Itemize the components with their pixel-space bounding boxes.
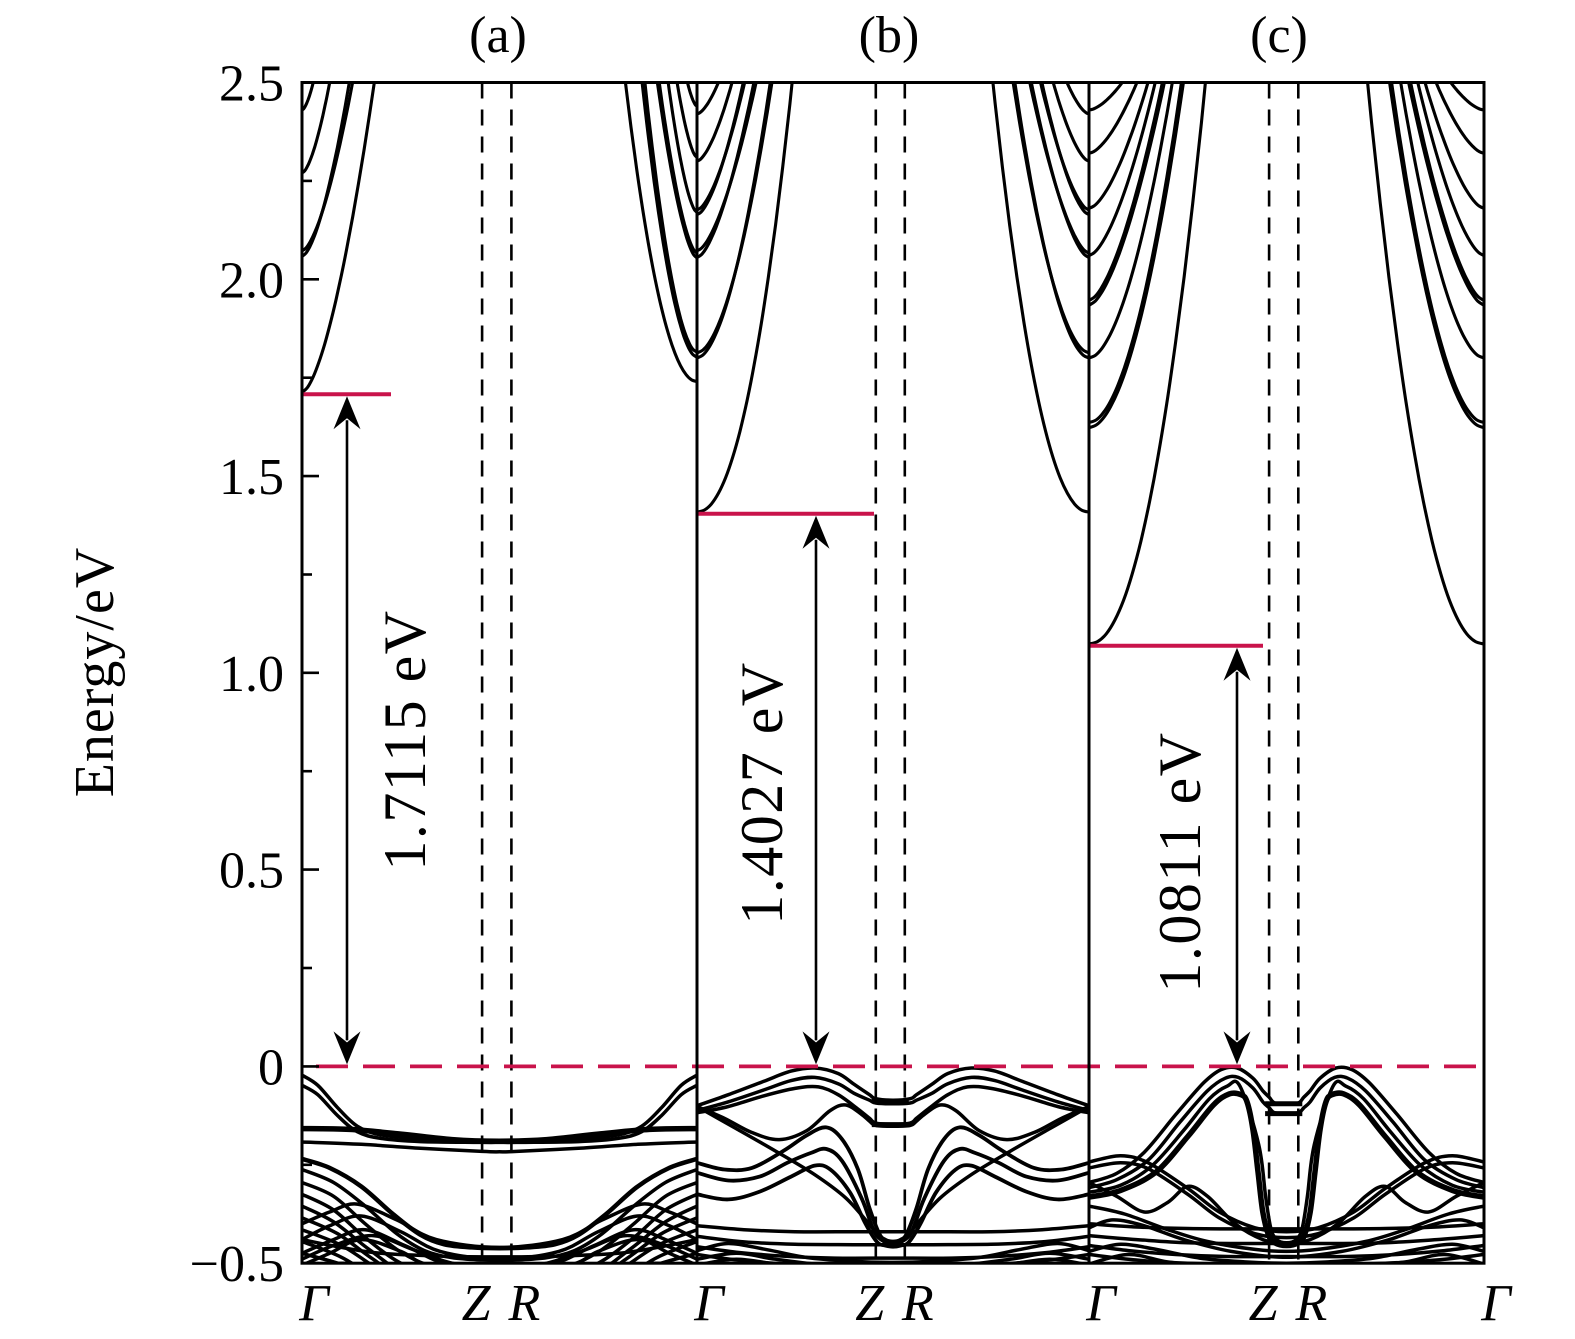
svg-text:Γ: Γ xyxy=(693,1275,726,1332)
svg-text:(a): (a) xyxy=(469,7,527,64)
svg-text:1.4027 eV: 1.4027 eV xyxy=(729,661,795,924)
svg-text:R: R xyxy=(1294,1275,1327,1332)
svg-text:(c): (c) xyxy=(1250,7,1308,64)
svg-text:2.5: 2.5 xyxy=(219,56,284,113)
svg-text:−0.5: −0.5 xyxy=(190,1236,284,1293)
svg-text:0: 0 xyxy=(258,1039,284,1096)
svg-text:(b): (b) xyxy=(859,7,920,64)
svg-text:R: R xyxy=(507,1275,540,1332)
svg-text:Z: Z xyxy=(1249,1275,1279,1332)
svg-text:Γ: Γ xyxy=(1085,1275,1118,1332)
svg-text:1.5: 1.5 xyxy=(219,449,284,506)
svg-text:0.5: 0.5 xyxy=(219,843,284,900)
svg-text:Γ: Γ xyxy=(298,1275,331,1332)
svg-text:Z: Z xyxy=(462,1275,492,1332)
svg-text:1.7115 eV: 1.7115 eV xyxy=(372,609,438,870)
svg-text:Z: Z xyxy=(855,1275,885,1332)
svg-text:Γ: Γ xyxy=(1480,1275,1513,1332)
svg-text:1.0811 eV: 1.0811 eV xyxy=(1147,731,1213,992)
svg-text:2.0: 2.0 xyxy=(219,252,284,309)
svg-text:1.0: 1.0 xyxy=(219,646,284,703)
svg-text:R: R xyxy=(901,1275,934,1332)
svg-text:Energy/eV: Energy/eV xyxy=(64,547,126,798)
